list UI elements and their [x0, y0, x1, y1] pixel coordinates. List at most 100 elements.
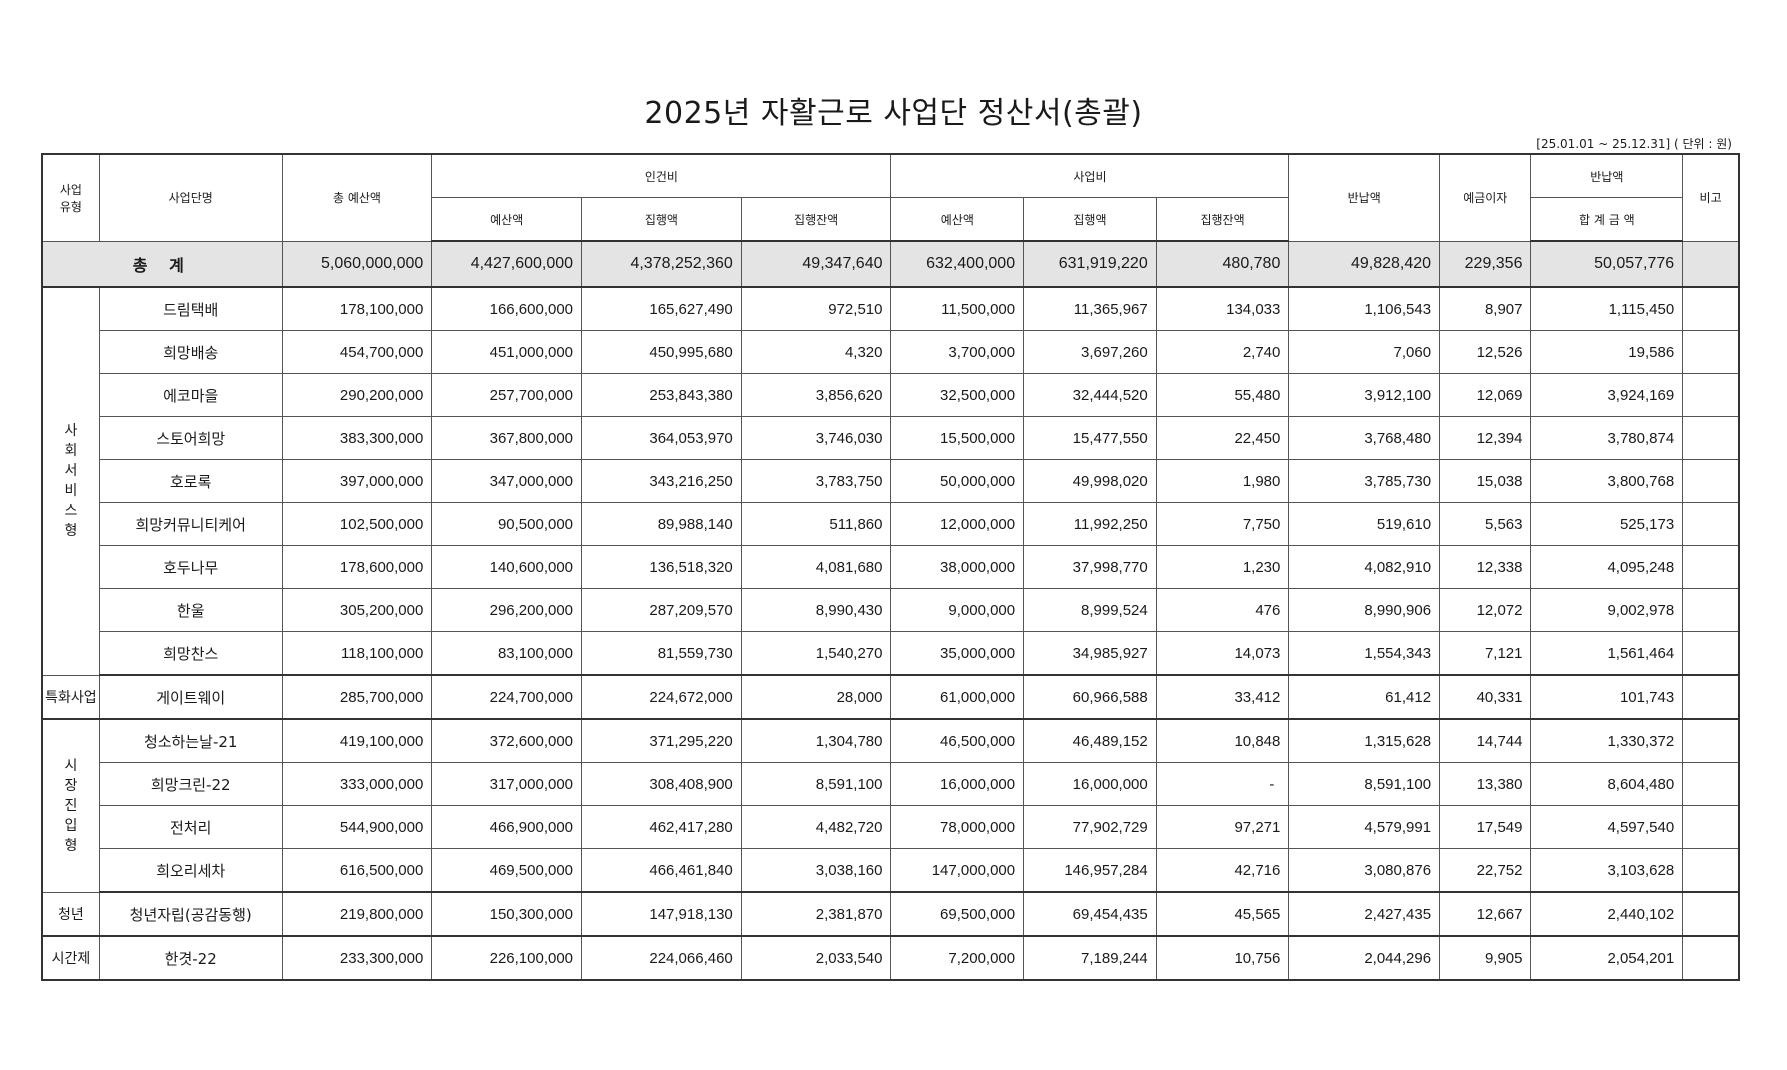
program-name: 희망크린-22	[98, 762, 283, 806]
cell-labor-exec: 253,843,380	[581, 373, 742, 417]
cell-labor-budget: 347,000,000	[431, 459, 583, 503]
cell-note	[1682, 848, 1740, 893]
header-return-total-group: 반납액	[1530, 153, 1684, 198]
cell-labor-exec: 89,988,140	[581, 502, 742, 546]
cell-returned: 8,990,906	[1288, 588, 1441, 632]
cell-biz-budget: 9,000,000	[890, 588, 1025, 632]
cell-note	[1682, 762, 1740, 806]
header-returned: 반납액	[1288, 153, 1441, 242]
program-name: 희망배송	[98, 330, 283, 374]
cell-labor-balance: 28,000	[740, 674, 892, 720]
cell-note	[1682, 588, 1740, 632]
header-labor-exec: 집행액	[581, 197, 742, 242]
cell-total-budget: 616,500,000	[281, 848, 433, 893]
cell-total-budget: 454,700,000	[281, 330, 433, 374]
header-row-2: 예산액 집행액 집행잔액 예산액 집행액 집행잔액 합 계 금 액	[42, 197, 1739, 242]
cell-note	[1682, 674, 1740, 720]
total-row: 총 계 5,060,000,000 4,427,600,000 4,378,25…	[41, 240, 1740, 288]
cell-labor-exec: 81,559,730	[581, 631, 742, 676]
cell-biz-budget: 632,400,000	[890, 240, 1025, 288]
table-row: 호두나무 178,600,000 140,600,000 136,518,320 4,0…	[42, 545, 1740, 589]
cell-returned: 61,412	[1288, 674, 1441, 720]
cell-returned: 4,579,991	[1288, 805, 1441, 849]
cell-note	[1682, 240, 1740, 288]
cell-biz-budget: 69,500,000	[890, 891, 1025, 937]
cell-labor-budget: 166,600,000	[431, 286, 583, 331]
table-row: 한울 305,200,000 296,200,000 287,209,570 8,990…	[42, 588, 1740, 632]
cell-biz-exec: 15,477,550	[1023, 416, 1157, 460]
program-name: 희망커뮤니티케어	[98, 502, 283, 546]
cell-labor-budget: 83,100,000	[431, 631, 583, 676]
program-name: 게이트웨이	[98, 674, 283, 720]
header-labor: 인건비	[431, 153, 892, 198]
cell-biz-exec: 49,998,020	[1023, 459, 1157, 503]
cell-biz-balance: -	[1155, 762, 1290, 806]
table-row: 희망커뮤니티케어 102,500,000 90,500,000 89,988,140 5…	[42, 502, 1740, 546]
cell-return-total: 9,002,978	[1530, 588, 1684, 632]
cell-interest: 9,905	[1439, 935, 1532, 981]
program-name: 한울	[98, 588, 283, 632]
cell-labor-exec: 371,295,220	[581, 718, 742, 763]
cell-biz-balance: 42,716	[1155, 848, 1290, 893]
cell-biz-budget: 3,700,000	[890, 330, 1025, 374]
header-labor-budget: 예산액	[431, 197, 583, 242]
cell-labor-exec: 4,378,252,360	[581, 240, 742, 288]
program-name: 스토어희망	[98, 416, 283, 460]
cell-labor-exec: 343,216,250	[581, 459, 742, 503]
table-row: 희오리세차 616,500,000 469,500,000 466,461,840 3,…	[42, 848, 1740, 893]
cell-biz-balance: 134,033	[1155, 286, 1290, 331]
cell-labor-balance: 2,033,540	[740, 935, 892, 981]
cell-biz-budget: 38,000,000	[890, 545, 1025, 589]
cell-note	[1682, 631, 1740, 676]
cell-labor-balance: 511,860	[740, 502, 892, 546]
program-name: 드림택배	[98, 286, 283, 331]
cell-biz-exec: 146,957,284	[1023, 848, 1157, 893]
cell-returned: 49,828,420	[1288, 240, 1441, 288]
cell-interest: 12,526	[1439, 330, 1532, 374]
cell-note	[1682, 459, 1740, 503]
cell-return-total: 2,440,102	[1530, 891, 1684, 937]
cell-biz-budget: 16,000,000	[890, 762, 1025, 806]
cell-biz-exec: 3,697,260	[1023, 330, 1157, 374]
table-body: 총 계 5,060,000,000 4,427,600,000 4,378,25…	[41, 240, 1740, 981]
cell-returned: 4,082,910	[1288, 545, 1441, 589]
cell-total-budget: 178,100,000	[281, 286, 433, 331]
cell-interest: 17,549	[1439, 805, 1532, 849]
cell-biz-balance: 97,271	[1155, 805, 1290, 849]
cell-return-total: 3,103,628	[1530, 848, 1684, 893]
table-row: 희망크린-22 333,000,000 317,000,000 308,408,900…	[42, 762, 1740, 806]
cell-labor-budget: 224,700,000	[431, 674, 583, 720]
cell-interest: 8,907	[1439, 286, 1532, 331]
cell-labor-budget: 90,500,000	[431, 502, 583, 546]
cell-biz-budget: 35,000,000	[890, 631, 1025, 676]
header-total-budget: 총 예산액	[281, 153, 433, 242]
cell-return-total: 4,597,540	[1530, 805, 1684, 849]
cell-biz-budget: 32,500,000	[890, 373, 1025, 417]
cell-labor-exec: 308,408,900	[581, 762, 742, 806]
cell-biz-budget: 12,000,000	[890, 502, 1025, 546]
cell-labor-exec: 165,627,490	[581, 286, 742, 331]
cell-biz-balance: 14,073	[1155, 631, 1290, 676]
cell-total-budget: 397,000,000	[281, 459, 433, 503]
cell-return-total: 19,586	[1530, 330, 1684, 374]
program-name: 한겻-22	[98, 935, 283, 981]
cell-biz-balance: 480,780	[1155, 240, 1290, 288]
cell-total-budget: 333,000,000	[281, 762, 433, 806]
cell-note	[1682, 935, 1740, 981]
header-labor-balance: 집행잔액	[740, 197, 892, 242]
table-row: 사 회 서 비 스 형 드림택배 178,100,000 166,600,000 165,627,…	[41, 286, 1740, 676]
cell-interest: 229,356	[1439, 240, 1532, 288]
cell-total-budget: 305,200,000	[281, 588, 433, 632]
cell-biz-exec: 69,454,435	[1023, 891, 1157, 937]
cell-total-budget: 419,100,000	[281, 718, 433, 763]
cell-returned: 1,315,628	[1288, 718, 1441, 763]
cell-total-budget: 5,060,000,000	[281, 240, 433, 288]
cell-total-budget: 102,500,000	[281, 502, 433, 546]
header-interest: 예금이자	[1439, 153, 1532, 242]
cell-biz-balance: 476	[1155, 588, 1290, 632]
cell-labor-balance: 1,304,780	[740, 718, 892, 763]
cell-return-total: 101,743	[1530, 674, 1684, 720]
program-name: 호로록	[98, 459, 283, 503]
